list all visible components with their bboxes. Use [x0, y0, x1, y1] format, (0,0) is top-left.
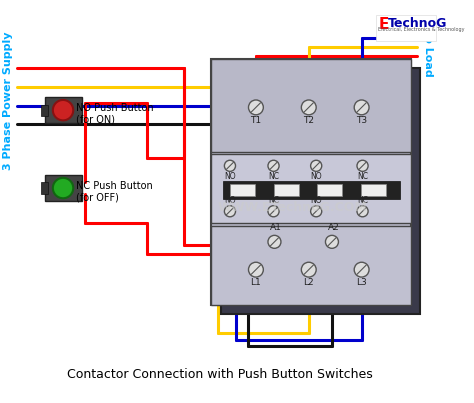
FancyBboxPatch shape [273, 184, 299, 196]
Text: 3 Phase Power Supply: 3 Phase Power Supply [3, 32, 13, 170]
Circle shape [357, 160, 368, 171]
Circle shape [53, 178, 73, 198]
Text: A1: A1 [270, 223, 282, 233]
FancyBboxPatch shape [211, 59, 411, 305]
Text: NO Push Button
(for ON): NO Push Button (for ON) [76, 103, 154, 125]
Text: WWW.ETechnoG.COM: WWW.ETechnoG.COM [217, 201, 367, 214]
Circle shape [326, 235, 338, 248]
Text: NC: NC [357, 195, 368, 205]
Text: T1: T1 [250, 116, 262, 125]
Circle shape [354, 100, 369, 115]
FancyBboxPatch shape [361, 184, 386, 196]
Text: NC: NC [357, 172, 368, 181]
Circle shape [268, 235, 281, 248]
Text: NO: NO [224, 195, 236, 205]
Circle shape [301, 262, 316, 277]
FancyBboxPatch shape [45, 97, 82, 123]
Text: NC: NC [268, 195, 279, 205]
Text: NO: NO [310, 172, 322, 181]
Circle shape [354, 262, 369, 277]
Text: Electrical, Electronics & Technology: Electrical, Electronics & Technology [378, 27, 465, 32]
FancyBboxPatch shape [221, 69, 420, 314]
FancyBboxPatch shape [230, 184, 255, 196]
Text: T3: T3 [356, 116, 367, 125]
Circle shape [248, 262, 264, 277]
Circle shape [268, 160, 279, 171]
Text: NC: NC [268, 172, 279, 181]
Text: L1: L1 [251, 278, 261, 287]
FancyBboxPatch shape [375, 15, 436, 41]
Text: NC Push Button
(for OFF): NC Push Button (for OFF) [76, 181, 153, 203]
Circle shape [224, 206, 236, 217]
FancyBboxPatch shape [41, 183, 48, 193]
Circle shape [53, 100, 73, 120]
Text: To Load: To Load [423, 29, 433, 77]
Text: TechnoG: TechnoG [388, 17, 447, 31]
Circle shape [268, 206, 279, 217]
Circle shape [310, 160, 322, 171]
FancyBboxPatch shape [211, 154, 411, 223]
Circle shape [301, 100, 316, 115]
Text: A2: A2 [328, 223, 340, 233]
Circle shape [310, 206, 322, 217]
Circle shape [224, 160, 236, 171]
FancyBboxPatch shape [222, 181, 400, 199]
Text: Contactor Connection with Push Button Switches: Contactor Connection with Push Button Sw… [67, 368, 373, 381]
Circle shape [248, 100, 264, 115]
Text: L2: L2 [303, 278, 314, 287]
Text: L3: L3 [356, 278, 367, 287]
Text: T2: T2 [303, 116, 314, 125]
FancyBboxPatch shape [317, 184, 342, 196]
FancyBboxPatch shape [211, 226, 411, 305]
FancyBboxPatch shape [41, 105, 48, 116]
Circle shape [357, 206, 368, 217]
FancyBboxPatch shape [211, 59, 411, 152]
Text: NO: NO [224, 172, 236, 181]
FancyBboxPatch shape [45, 175, 82, 201]
Text: NO: NO [310, 195, 322, 205]
Text: E: E [378, 17, 389, 33]
